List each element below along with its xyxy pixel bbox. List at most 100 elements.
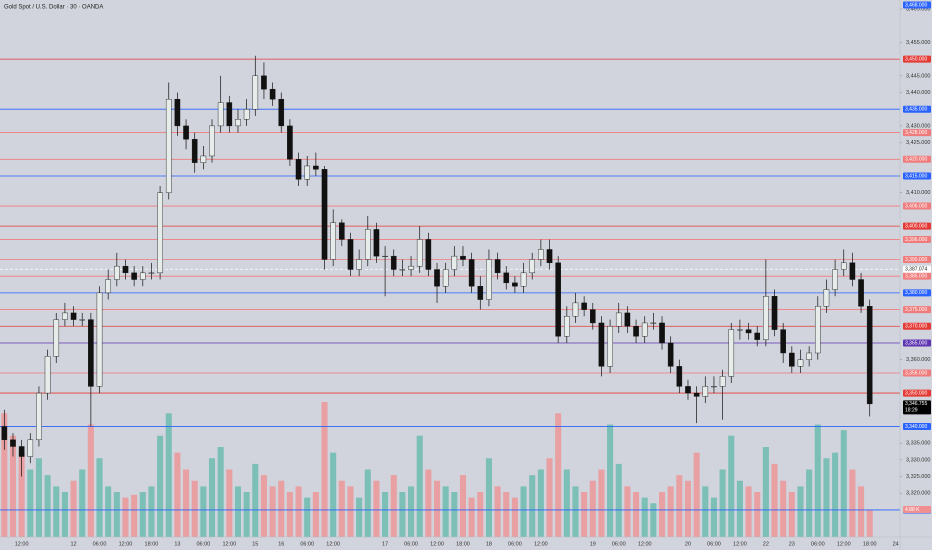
y-tick-label: 3,430.000 <box>906 123 930 129</box>
candle-body <box>832 269 838 290</box>
y-tick-label: 3,445.000 <box>906 73 930 79</box>
candle-body <box>667 342 674 367</box>
volume-bar <box>788 492 795 537</box>
candle-body <box>702 386 709 397</box>
candle-body <box>615 312 622 327</box>
volume-bar <box>589 480 596 537</box>
volume-bar <box>113 492 120 537</box>
volume-bar <box>459 475 467 537</box>
candle-body <box>529 259 536 274</box>
volume-bar <box>131 494 138 537</box>
candle-body <box>650 322 657 324</box>
candle-body <box>131 272 137 280</box>
candle-body <box>339 222 345 240</box>
candle-body <box>685 386 691 394</box>
volume-bar <box>157 435 164 537</box>
candle-body <box>287 125 293 160</box>
candle-body <box>191 139 198 163</box>
volume-bar <box>1 413 8 537</box>
candle-body <box>806 352 812 360</box>
volume-bar <box>572 486 579 537</box>
level-tag-box <box>903 155 931 163</box>
y-tick-label: 3,335.000 <box>906 441 930 447</box>
candle-body <box>183 125 189 140</box>
x-tick-label: 15 <box>252 541 258 547</box>
candle-body <box>719 376 726 387</box>
volume-bar <box>546 458 553 537</box>
level-tag-box <box>903 306 931 314</box>
volume-bar <box>347 486 354 537</box>
volume-bar <box>451 492 458 537</box>
x-tick-label: 12:00 <box>222 541 236 547</box>
volume-bar <box>35 458 42 537</box>
volume-bar <box>485 458 492 537</box>
level-tag-label: 3,428.000 <box>905 130 927 136</box>
x-tick-label: 12:00 <box>119 541 133 547</box>
candle-body <box>217 102 224 127</box>
level-tag-label: 3,340.000 <box>905 424 927 430</box>
candle-body <box>27 439 34 457</box>
candle-body <box>399 269 406 271</box>
volume-bar <box>234 486 242 537</box>
volume-bar <box>823 458 830 537</box>
x-tick-label: 22 <box>763 541 769 547</box>
volume-bar <box>9 435 17 537</box>
chart-title: Gold Spot / U.S. Dollar · 30 · OANDA <box>4 5 103 11</box>
y-tick-label: 3,410.000 <box>906 190 930 196</box>
level-tag-box <box>903 55 931 63</box>
level-tag-label: 3,396.000 <box>905 237 927 243</box>
candle-body <box>261 75 267 90</box>
volume-bar <box>581 492 588 537</box>
volume-bar <box>295 486 302 537</box>
volume-bar <box>183 469 190 537</box>
y-tick-label: 3,360.000 <box>906 357 930 363</box>
candle-body <box>347 239 354 270</box>
volume-bar <box>771 463 778 537</box>
candle-body <box>737 329 743 331</box>
x-tick-label: 12:00 <box>837 541 851 547</box>
volume-bar <box>304 497 311 537</box>
x-tick-label: 06:00 <box>707 541 721 547</box>
volume-tag-label: 4.88 K <box>905 507 920 513</box>
volume-bar <box>563 469 570 537</box>
price-tag-label: 3,346.755 <box>905 401 927 407</box>
x-tick-label: 17 <box>382 541 388 547</box>
price-countdown: 18:29 <box>905 408 918 414</box>
x-tick-label: 18:00 <box>145 541 159 547</box>
x-tick-label: 06:00 <box>612 541 626 547</box>
volume-bar <box>79 469 86 537</box>
candle-body <box>572 302 579 317</box>
volume-bar <box>87 424 94 537</box>
volume-bar <box>364 469 371 537</box>
candle-body <box>313 165 319 170</box>
y-tick-label: 3,320.000 <box>906 491 930 497</box>
level-tag-box <box>903 322 931 330</box>
y-tick-label: 3,465.000 <box>906 6 930 12</box>
candle-body <box>538 249 544 260</box>
volume-bar <box>433 480 441 537</box>
candle-body <box>382 255 388 257</box>
y-tick-label: 3,425.000 <box>906 140 930 146</box>
candle-body <box>408 265 414 270</box>
volume-bar <box>226 469 233 537</box>
x-tick-label: 06:00 <box>196 541 210 547</box>
candle-body <box>434 269 440 287</box>
level-tag-box <box>903 222 931 230</box>
candle-body <box>88 319 94 387</box>
volume-bar <box>321 402 328 537</box>
candle-body <box>840 262 847 270</box>
candle-body <box>789 352 795 367</box>
candle-body <box>373 229 380 257</box>
candle-body <box>235 119 241 127</box>
volume-bar <box>217 447 224 537</box>
x-tick-label: 06:00 <box>300 541 314 547</box>
x-tick-label: 18:00 <box>863 541 877 547</box>
volume-bar <box>312 492 319 537</box>
x-tick-label: 12 <box>70 541 76 547</box>
volume-tag-box <box>903 506 931 514</box>
level-tag-box <box>903 255 931 263</box>
volume-bar <box>615 463 622 537</box>
candle-body <box>728 329 735 377</box>
candle-body <box>503 272 510 284</box>
